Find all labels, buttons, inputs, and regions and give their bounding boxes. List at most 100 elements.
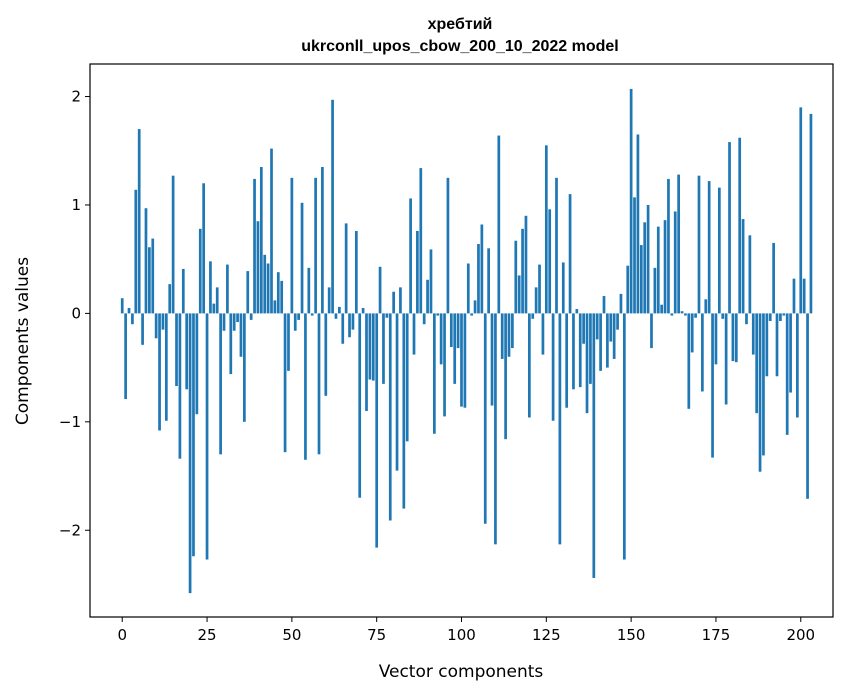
bar-25 xyxy=(205,313,209,560)
bar-196 xyxy=(785,313,789,435)
bar-132 xyxy=(568,194,572,314)
bar-12 xyxy=(161,313,165,330)
bar-97 xyxy=(449,313,453,347)
bar-81 xyxy=(395,313,399,471)
bar-192 xyxy=(772,242,775,314)
bar-47 xyxy=(280,280,284,314)
bar-129 xyxy=(558,313,562,545)
bar-138 xyxy=(589,313,592,384)
bar-85 xyxy=(409,198,412,314)
bar-13 xyxy=(164,313,168,421)
bars-layer xyxy=(120,88,813,594)
bar-1 xyxy=(124,313,127,400)
bar-31 xyxy=(226,264,229,314)
bar-163 xyxy=(673,211,677,314)
bar-84 xyxy=(405,313,409,442)
bar-197 xyxy=(789,313,792,393)
bar-5 xyxy=(137,129,141,314)
bar-37 xyxy=(246,271,250,314)
bar-93 xyxy=(436,313,440,316)
bar-130 xyxy=(561,262,565,314)
x-tick-label: 200 xyxy=(786,626,815,644)
x-tick-label: 0 xyxy=(117,626,127,644)
bar-43 xyxy=(266,263,270,314)
bar-9 xyxy=(151,238,155,314)
bar-23 xyxy=(198,228,202,314)
bar-86 xyxy=(412,313,416,355)
bar-14 xyxy=(168,284,172,314)
bar-127 xyxy=(551,313,555,421)
bar-4 xyxy=(134,189,138,314)
bar-28 xyxy=(215,287,219,314)
bar-69 xyxy=(354,230,358,314)
bar-189 xyxy=(762,313,765,456)
bar-105 xyxy=(477,244,480,314)
bar-109 xyxy=(490,313,494,406)
bar-55 xyxy=(307,267,311,314)
bar-110 xyxy=(494,313,497,545)
bar-7 xyxy=(144,208,148,314)
bar-96 xyxy=(446,177,450,314)
y-tick-label: 0 xyxy=(71,304,81,322)
bar-11 xyxy=(158,313,161,431)
bar-140 xyxy=(595,313,599,340)
bar-72 xyxy=(365,313,368,411)
bar-147 xyxy=(619,293,623,314)
bar-118 xyxy=(521,228,524,314)
bar-160 xyxy=(663,220,667,314)
bar-159 xyxy=(660,304,664,314)
bar-195 xyxy=(782,313,786,316)
bar-158 xyxy=(656,226,660,314)
bar-154 xyxy=(643,222,647,314)
bar-190 xyxy=(765,313,769,377)
bar-45 xyxy=(273,300,277,314)
bar-116 xyxy=(514,240,518,314)
bar-150 xyxy=(629,88,633,314)
bar-161 xyxy=(667,178,670,314)
bar-149 xyxy=(626,265,630,314)
bar-3 xyxy=(131,313,134,325)
bar-115 xyxy=(511,313,514,349)
bar-164 xyxy=(677,174,680,314)
bar-202 xyxy=(806,313,809,499)
bar-106 xyxy=(480,224,484,314)
bar-67 xyxy=(348,313,351,338)
bar-48 xyxy=(283,313,287,453)
bar-100 xyxy=(460,313,463,407)
bar-53 xyxy=(300,202,304,314)
bar-35 xyxy=(239,313,243,357)
x-tick-label: 100 xyxy=(447,626,476,644)
bar-148 xyxy=(622,313,626,560)
bar-79 xyxy=(388,313,392,521)
bar-73 xyxy=(368,313,372,380)
bar-178 xyxy=(724,313,728,405)
bar-155 xyxy=(646,204,650,314)
x-tick-label: 50 xyxy=(282,626,301,644)
y-tick-label: −2 xyxy=(59,521,81,539)
bar-111 xyxy=(497,135,501,314)
bar-151 xyxy=(633,197,636,314)
bar-193 xyxy=(775,313,779,377)
bar-170 xyxy=(697,175,701,314)
bar-52 xyxy=(297,313,300,320)
bar-176 xyxy=(717,187,721,314)
bar-182 xyxy=(738,137,742,314)
bar-54 xyxy=(304,313,307,460)
bar-139 xyxy=(592,313,596,578)
bar-203 xyxy=(809,113,813,314)
bar-82 xyxy=(399,287,402,314)
x-tick-label: 25 xyxy=(198,626,217,644)
bar-143 xyxy=(606,313,609,368)
bar-107 xyxy=(483,313,487,524)
bar-75 xyxy=(375,313,379,548)
bar-29 xyxy=(219,313,222,455)
bar-10 xyxy=(154,313,158,339)
bar-181 xyxy=(734,313,738,363)
bar-135 xyxy=(578,313,582,388)
bar-88 xyxy=(419,168,423,314)
bar-112 xyxy=(500,313,504,359)
bar-194 xyxy=(779,313,782,321)
bar-20 xyxy=(188,313,192,594)
bar-184 xyxy=(745,313,748,325)
